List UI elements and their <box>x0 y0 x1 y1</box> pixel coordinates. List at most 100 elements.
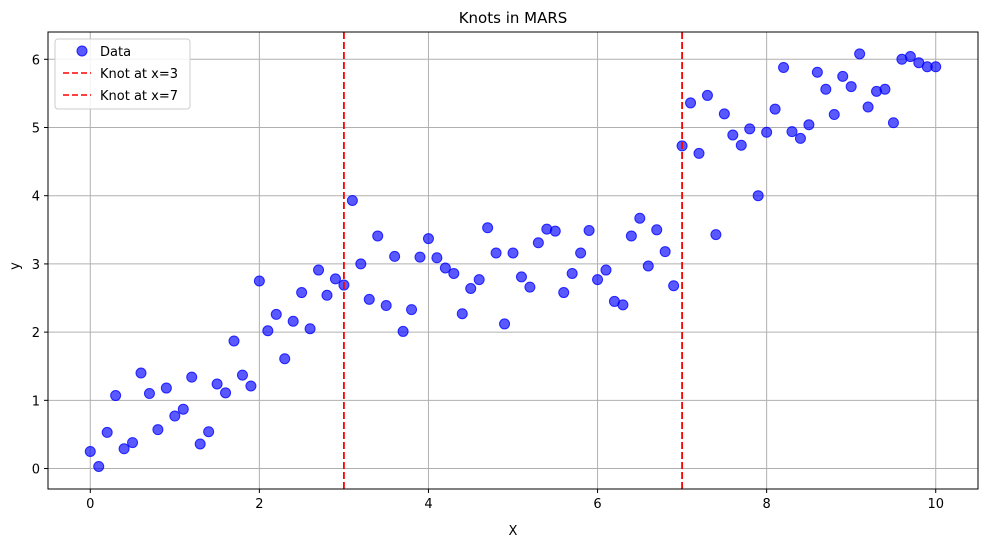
x-tick-label: 8 <box>762 497 770 512</box>
data-point <box>482 222 494 234</box>
data-point <box>203 426 215 438</box>
data-point <box>507 247 519 259</box>
data-point <box>727 129 739 141</box>
chart-title: Knots in MARS <box>459 9 568 27</box>
data-point <box>456 308 468 320</box>
data-point <box>389 250 401 262</box>
legend-box <box>54 38 191 110</box>
data-point <box>549 225 561 237</box>
data-point <box>845 81 857 93</box>
data-point <box>329 273 341 285</box>
data-point <box>710 229 722 241</box>
data-point <box>668 280 680 292</box>
data-point <box>642 260 654 272</box>
data-point <box>837 70 849 82</box>
plot-frame <box>47 31 979 490</box>
data-point <box>930 61 942 73</box>
data-point <box>422 233 434 245</box>
data-point <box>744 123 756 135</box>
data-point <box>313 264 325 276</box>
data-point <box>448 267 460 279</box>
data-point <box>372 230 384 242</box>
data-point <box>575 247 587 259</box>
data-point <box>431 252 443 264</box>
data-point <box>879 83 891 95</box>
data-point <box>380 300 392 312</box>
data-point <box>693 147 705 159</box>
data-point <box>600 264 612 276</box>
y-tick-label: 6 <box>32 53 40 68</box>
data-point <box>220 387 232 399</box>
data-point <box>406 304 418 316</box>
data-point <box>490 247 502 259</box>
data-point <box>473 274 485 286</box>
data-point <box>617 299 629 311</box>
data-point <box>186 371 198 383</box>
data-point <box>854 48 866 60</box>
x-tick-label: 10 <box>927 497 944 512</box>
data-point <box>135 367 147 379</box>
data-point <box>786 126 798 138</box>
y-axis-ticks: 0 1 2 3 4 5 6 <box>32 53 48 478</box>
data-points <box>84 48 942 472</box>
y-tick-label: 1 <box>32 394 40 409</box>
y-tick-label: 2 <box>32 326 40 341</box>
data-point <box>803 119 815 131</box>
data-point <box>761 126 773 138</box>
data-point <box>84 445 96 457</box>
data-point <box>701 89 713 101</box>
data-point <box>127 437 139 449</box>
data-point <box>211 378 223 390</box>
data-point <box>355 258 367 270</box>
grid <box>48 32 978 489</box>
data-point <box>346 194 358 206</box>
data-point <box>279 353 291 365</box>
data-point <box>110 390 122 402</box>
data-point <box>245 380 257 392</box>
data-point <box>397 325 409 337</box>
data-point <box>532 237 544 249</box>
x-tick-label: 6 <box>593 497 601 512</box>
data-point <box>169 410 181 422</box>
data-point <box>160 382 172 394</box>
data-point <box>583 224 595 236</box>
data-point <box>718 108 730 120</box>
data-point <box>685 97 697 109</box>
data-point <box>236 369 248 381</box>
legend: Data Knot at x=3 Knot at x=7 <box>54 38 191 110</box>
data-point <box>262 325 274 337</box>
data-point <box>625 230 637 242</box>
data-point <box>820 83 832 95</box>
data-point <box>659 246 671 258</box>
data-point <box>143 388 155 400</box>
data-point <box>101 426 113 438</box>
legend-label-data: Data <box>100 45 131 60</box>
data-point <box>93 460 105 472</box>
data-point <box>592 274 604 286</box>
data-point <box>515 271 527 283</box>
data-point <box>524 281 536 293</box>
data-point <box>414 251 426 263</box>
data-point <box>499 318 511 330</box>
data-point <box>253 275 265 287</box>
data-point <box>769 103 781 115</box>
data-point <box>735 139 747 151</box>
data-point <box>296 287 308 299</box>
data-point <box>228 335 240 347</box>
data-point <box>558 287 570 299</box>
data-point <box>287 315 299 327</box>
data-point <box>752 190 764 202</box>
data-point <box>321 289 333 301</box>
knot-lines <box>343 32 683 489</box>
data-point <box>270 308 282 320</box>
data-point <box>439 262 451 274</box>
x-tick-label: 4 <box>424 497 432 512</box>
legend-label-knot-3: Knot at x=3 <box>100 67 178 82</box>
y-tick-label: 4 <box>32 190 40 205</box>
data-point <box>634 212 646 224</box>
data-point <box>862 101 874 113</box>
data-point <box>177 403 189 415</box>
data-point <box>363 293 375 305</box>
y-tick-label: 0 <box>32 463 40 478</box>
